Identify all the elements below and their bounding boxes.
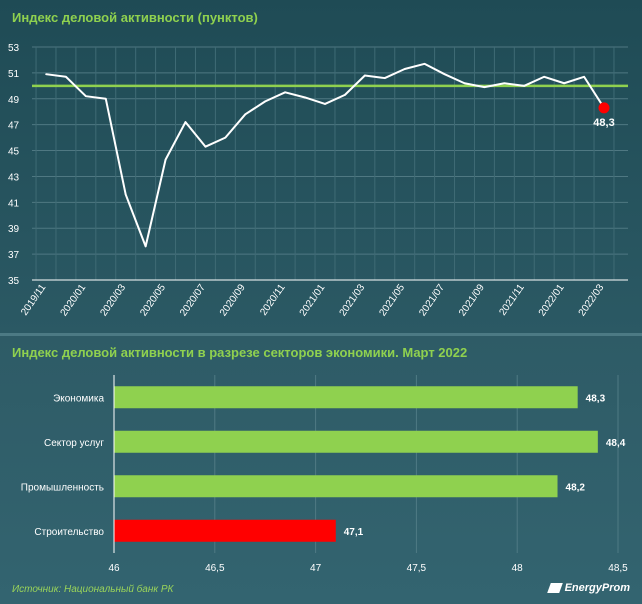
series-point [45, 73, 47, 75]
bar-x-tick-label: 46,5 [205, 563, 225, 574]
bar-x-tick-label: 47,5 [407, 563, 427, 574]
bar-x-tick-label: 48,5 [608, 563, 628, 574]
line-y-tick-label: 53 [8, 43, 20, 54]
line-y-tick-label: 43 [8, 172, 20, 183]
series-point [324, 103, 326, 105]
series-point [124, 193, 127, 196]
bar-chart-title: Индекс деловой активности в разрезе сект… [12, 345, 468, 360]
series-point [284, 91, 286, 94]
brand-logo: EnergyProm [546, 582, 630, 594]
line-x-tick-label: 2021/01 [298, 282, 328, 318]
line-x-tick-label: 2021/07 [417, 282, 447, 318]
bar-x-tick-label: 48 [512, 563, 524, 574]
line-y-tick-label: 51 [8, 69, 20, 80]
line-x-tick-label: 2021/05 [377, 282, 407, 318]
bar-category-label: Строительство [34, 527, 104, 538]
line-x-tick-label: 2020/05 [138, 282, 168, 318]
series-point [403, 68, 406, 70]
series-point [224, 136, 227, 139]
line-x-tick-label: 2020/03 [98, 282, 128, 318]
line-y-tick-label: 39 [8, 224, 20, 235]
series-point [443, 73, 446, 75]
line-x-tick-label: 2021/11 [497, 282, 527, 318]
line-chart-panel [0, 0, 642, 335]
line-x-tick-label: 2020/09 [218, 282, 248, 318]
line-x-tick-label: 2022/01 [537, 282, 567, 318]
series-point [344, 94, 346, 96]
line-y-tick-label: 45 [8, 147, 20, 158]
panel-divider [0, 333, 642, 336]
series-point [383, 77, 386, 79]
bar-category-label: Промышленность [21, 482, 104, 493]
bar [114, 519, 336, 542]
bar-value-label: 48,2 [566, 482, 586, 493]
series-point [85, 95, 87, 97]
bar-value-label: 47,1 [344, 527, 364, 538]
last-point-marker [598, 102, 610, 114]
series-point [164, 158, 167, 161]
line-x-tick-label: 2019/11 [19, 282, 49, 318]
series-point [104, 97, 107, 100]
line-x-tick-label: 2022/03 [577, 282, 607, 318]
line-y-tick-label: 37 [8, 250, 20, 261]
bar-x-tick-label: 46 [108, 563, 120, 574]
line-x-tick-label: 2020/11 [258, 282, 288, 318]
line-y-tick-label: 47 [8, 121, 20, 132]
bar-value-label: 48,3 [586, 393, 606, 404]
series-point [364, 74, 366, 77]
series-point [184, 121, 187, 123]
line-x-tick-label: 2020/07 [178, 282, 208, 318]
bar [114, 475, 558, 498]
series-point [423, 63, 426, 65]
series-point [523, 85, 526, 87]
series-point [503, 82, 506, 85]
source-note: Источник: Национальный банк РК [12, 584, 174, 595]
energyprom-logo-icon [546, 583, 563, 593]
line-x-tick-label: 2021/03 [338, 282, 368, 318]
last-point-label: 48,3 [593, 117, 614, 129]
bar [114, 386, 578, 409]
bar-chart-panel [0, 335, 642, 604]
series-point [483, 86, 486, 88]
bar [114, 430, 598, 453]
line-y-tick-label: 35 [8, 276, 20, 287]
line-x-tick-label: 2020/01 [59, 282, 89, 318]
line-y-tick-label: 49 [8, 95, 20, 106]
series-point [264, 100, 267, 103]
series-point [543, 75, 546, 78]
series-point [244, 113, 247, 116]
series-line [45, 62, 605, 248]
series-point [304, 96, 306, 99]
series-point [144, 245, 147, 248]
bar-value-label: 48,4 [606, 438, 626, 449]
line-chart-title: Индекс деловой активности (пунктов) [12, 10, 258, 25]
bar-category-label: Сектор услуг [44, 438, 104, 449]
series-point [204, 145, 207, 148]
brand-logo-text: EnergyProm [564, 582, 630, 594]
series-point [463, 82, 466, 85]
bar-category-label: Экономика [53, 393, 104, 404]
line-y-tick-label: 41 [8, 198, 20, 209]
series-point [583, 75, 585, 78]
line-x-tick-label: 2021/09 [457, 282, 487, 318]
series-point [65, 75, 67, 78]
series-point [563, 82, 565, 85]
bar-x-tick-label: 47 [310, 563, 322, 574]
